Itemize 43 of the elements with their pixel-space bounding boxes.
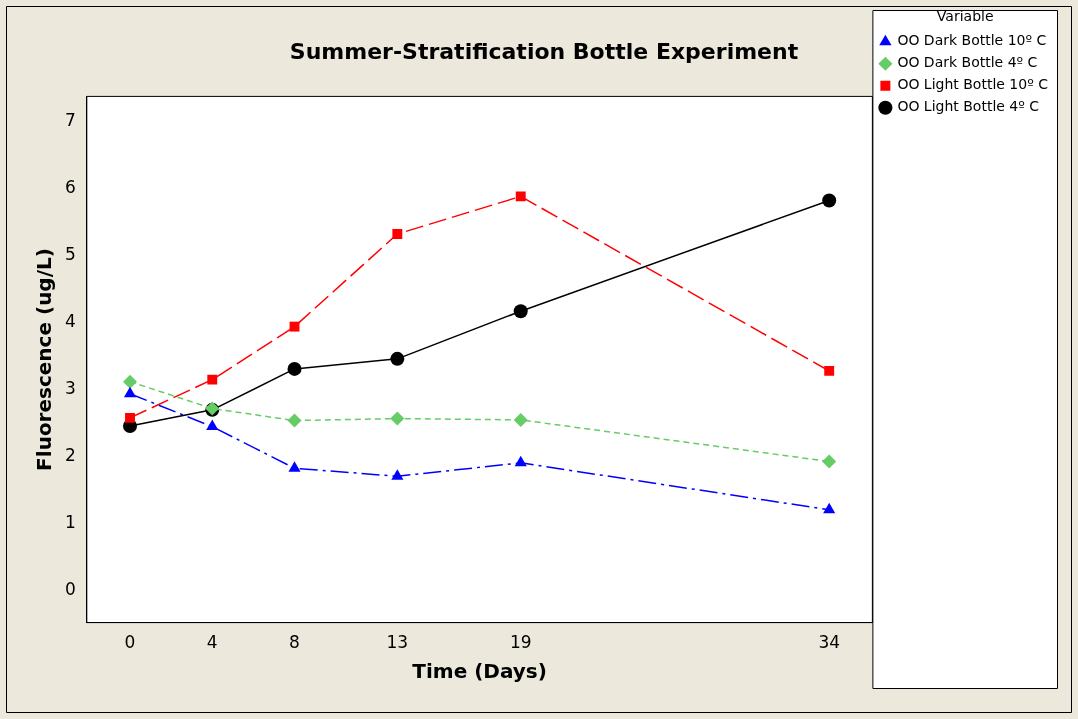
- point: [390, 411, 405, 426]
- point: [513, 412, 528, 427]
- x-tick-label: 19: [509, 632, 532, 653]
- point: [123, 374, 137, 389]
- point: [287, 413, 302, 428]
- point: [515, 191, 526, 202]
- y-tick-label: 6: [64, 176, 76, 197]
- legend-label: OO Dark Bottle 10º C: [897, 32, 1047, 49]
- y-tick-label: 5: [64, 243, 76, 264]
- point: [123, 386, 137, 398]
- point: [823, 502, 836, 514]
- point: [206, 419, 219, 431]
- legend-label: OO Light Bottle 4º C: [897, 98, 1040, 115]
- point: [513, 304, 528, 319]
- x-tick-label: 8: [289, 632, 300, 653]
- y-tick-label: 3: [64, 378, 76, 399]
- chart-title: Summer-Stratification Bottle Experiment: [289, 38, 799, 64]
- point: [207, 374, 218, 385]
- x-tick-label: 0: [124, 632, 136, 653]
- legend-label: OO Dark Bottle 4º C: [897, 54, 1038, 71]
- point: [288, 461, 301, 472]
- point: [289, 321, 300, 332]
- x-tick-label: 13: [386, 632, 409, 653]
- point: [287, 361, 302, 376]
- y-tick-label: 4: [64, 311, 76, 332]
- legend-label: OO Light Bottle 10º C: [897, 76, 1049, 93]
- y-tick-label: 0: [64, 579, 76, 600]
- y-tick-label: 2: [64, 445, 76, 466]
- point: [822, 193, 837, 208]
- point: [390, 351, 405, 366]
- point: [391, 469, 404, 480]
- x-tick-label: 4: [206, 632, 218, 653]
- point: [125, 412, 135, 423]
- point: [514, 455, 527, 467]
- x-tick-label: 34: [818, 632, 841, 653]
- point: [822, 454, 837, 469]
- y-tick-label: 1: [64, 512, 76, 533]
- point: [824, 365, 835, 376]
- point: [392, 229, 403, 239]
- y-tick-label: 7: [64, 109, 76, 130]
- x-axis-title: Time (Days): [412, 659, 547, 684]
- legend-title: Variable: [936, 7, 994, 24]
- y-axis-title: Fluorescence (ug/L): [32, 248, 57, 471]
